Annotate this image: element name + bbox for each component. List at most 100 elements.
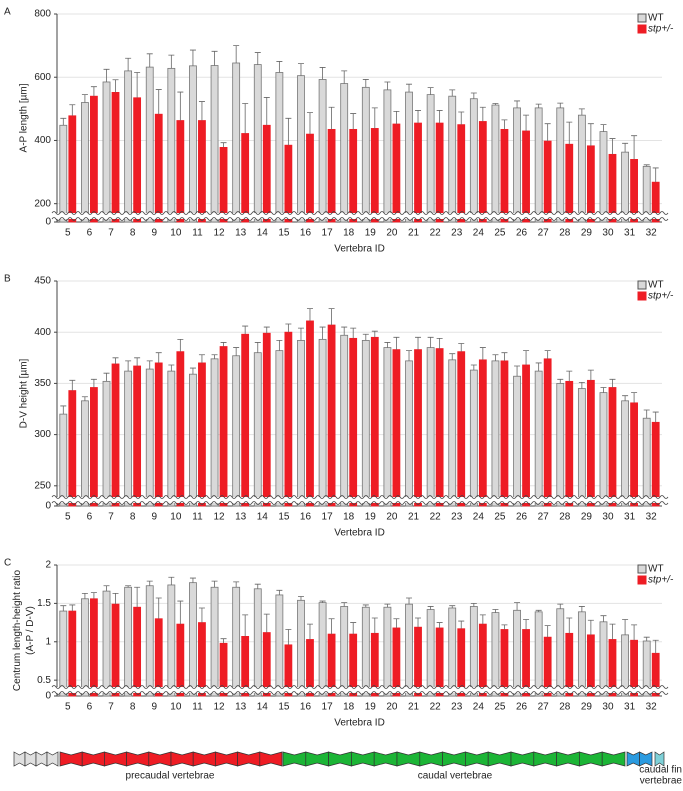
x-tick-label: 14: [257, 512, 269, 523]
bar: [414, 122, 422, 223]
x-tick-label: 28: [559, 228, 571, 239]
vertebra-shape: [654, 751, 665, 767]
bar: [241, 133, 250, 223]
error-bar: [297, 596, 304, 601]
y-tick-label: 200: [34, 198, 51, 209]
x-tick-label: 13: [235, 228, 247, 239]
x-tick-label: 25: [494, 702, 506, 713]
bar: [81, 102, 89, 223]
error-bar: [341, 70, 348, 84]
y-tick-label: 2: [45, 560, 51, 571]
error-bar: [254, 52, 261, 65]
error-bar: [362, 333, 369, 341]
vertebra-shape: [35, 751, 48, 767]
error-bar: [242, 325, 249, 335]
y-axis-label: D-V height [µm]: [19, 358, 30, 428]
bar: [349, 633, 358, 697]
y-tick-label: 1: [45, 636, 51, 647]
bar: [414, 349, 422, 507]
bar: [154, 113, 163, 223]
x-tick-label: 15: [278, 702, 290, 713]
error-bar: [393, 336, 400, 350]
bar: [262, 124, 271, 223]
bar: [176, 120, 185, 223]
bar: [124, 586, 133, 697]
bar: [81, 400, 89, 507]
x-tick-label: 18: [343, 512, 355, 523]
x-tick-label: 9: [151, 512, 157, 523]
error-bar: [198, 101, 205, 121]
error-bar: [189, 367, 196, 375]
vertebra-shape: [104, 751, 127, 767]
error-bar: [631, 392, 638, 403]
x-tick-label: 18: [343, 228, 355, 239]
error-bar: [609, 623, 616, 640]
error-bar: [587, 123, 594, 146]
x-tick-label: 7: [108, 512, 114, 523]
error-bar: [384, 603, 391, 608]
legend-swatch: [637, 575, 647, 585]
error-bar: [578, 606, 585, 612]
error-bar: [81, 593, 88, 599]
error-bar: [436, 110, 443, 124]
bar: [414, 626, 422, 697]
error-bar: [578, 108, 585, 116]
y-tick-label: 600: [34, 72, 51, 83]
vertebra-shape: [533, 751, 557, 767]
legend-swatch: [637, 564, 647, 574]
x-tick-label: 27: [538, 228, 550, 239]
error-bar: [125, 360, 132, 372]
error-bar: [177, 338, 184, 352]
error-bar: [622, 395, 629, 401]
bar: [500, 360, 509, 507]
error-bar: [393, 110, 400, 125]
legend-swatch: [637, 280, 647, 290]
error-bar: [350, 327, 357, 339]
bar: [478, 623, 487, 697]
x-tick-label: 32: [646, 512, 658, 523]
x-tick-label: 11: [192, 702, 203, 713]
x-tick-label: 20: [386, 512, 398, 523]
x-tick-label: 20: [386, 702, 398, 713]
bar: [232, 586, 241, 697]
error-bar: [523, 350, 530, 365]
x-tick-label: 8: [130, 512, 136, 523]
x-tick-label: 24: [473, 512, 485, 523]
bar: [392, 349, 401, 507]
bar: [599, 392, 608, 507]
bar: [556, 107, 565, 223]
x-tick-label: 24: [473, 702, 485, 713]
legend-label: WT: [648, 280, 664, 291]
x-tick-label: 26: [516, 512, 528, 523]
error-bar: [125, 57, 132, 71]
x-tick-label: 5: [65, 702, 71, 713]
vertebra-shape: [487, 751, 512, 767]
x-tick-label: 27: [538, 512, 550, 523]
x-tick-label: 24: [473, 228, 485, 239]
x-tick-label: 21: [408, 512, 420, 523]
bar: [253, 588, 262, 697]
x-tick-label: 17: [322, 702, 334, 713]
error-bar: [492, 354, 499, 361]
legend-swatch: [637, 24, 647, 34]
y-tick-label: 450: [34, 276, 51, 287]
vertebra-shape: [556, 751, 580, 767]
x-tick-label: 29: [581, 512, 593, 523]
bar: [448, 359, 457, 507]
bar: [198, 622, 206, 697]
error-bar: [168, 364, 175, 372]
error-bar: [146, 580, 153, 586]
error-bar: [470, 364, 477, 371]
bar: [90, 598, 98, 697]
bar: [599, 131, 608, 223]
x-tick-label: 26: [516, 702, 528, 713]
axis-break: [52, 497, 667, 503]
x-tick-label: 12: [213, 512, 225, 523]
error-bar: [319, 600, 326, 603]
error-bar: [393, 618, 400, 628]
bar: [306, 133, 314, 223]
x-tick-label: 30: [602, 228, 614, 239]
error-bar: [233, 581, 240, 588]
bar: [275, 350, 284, 507]
error-bar: [643, 636, 650, 642]
